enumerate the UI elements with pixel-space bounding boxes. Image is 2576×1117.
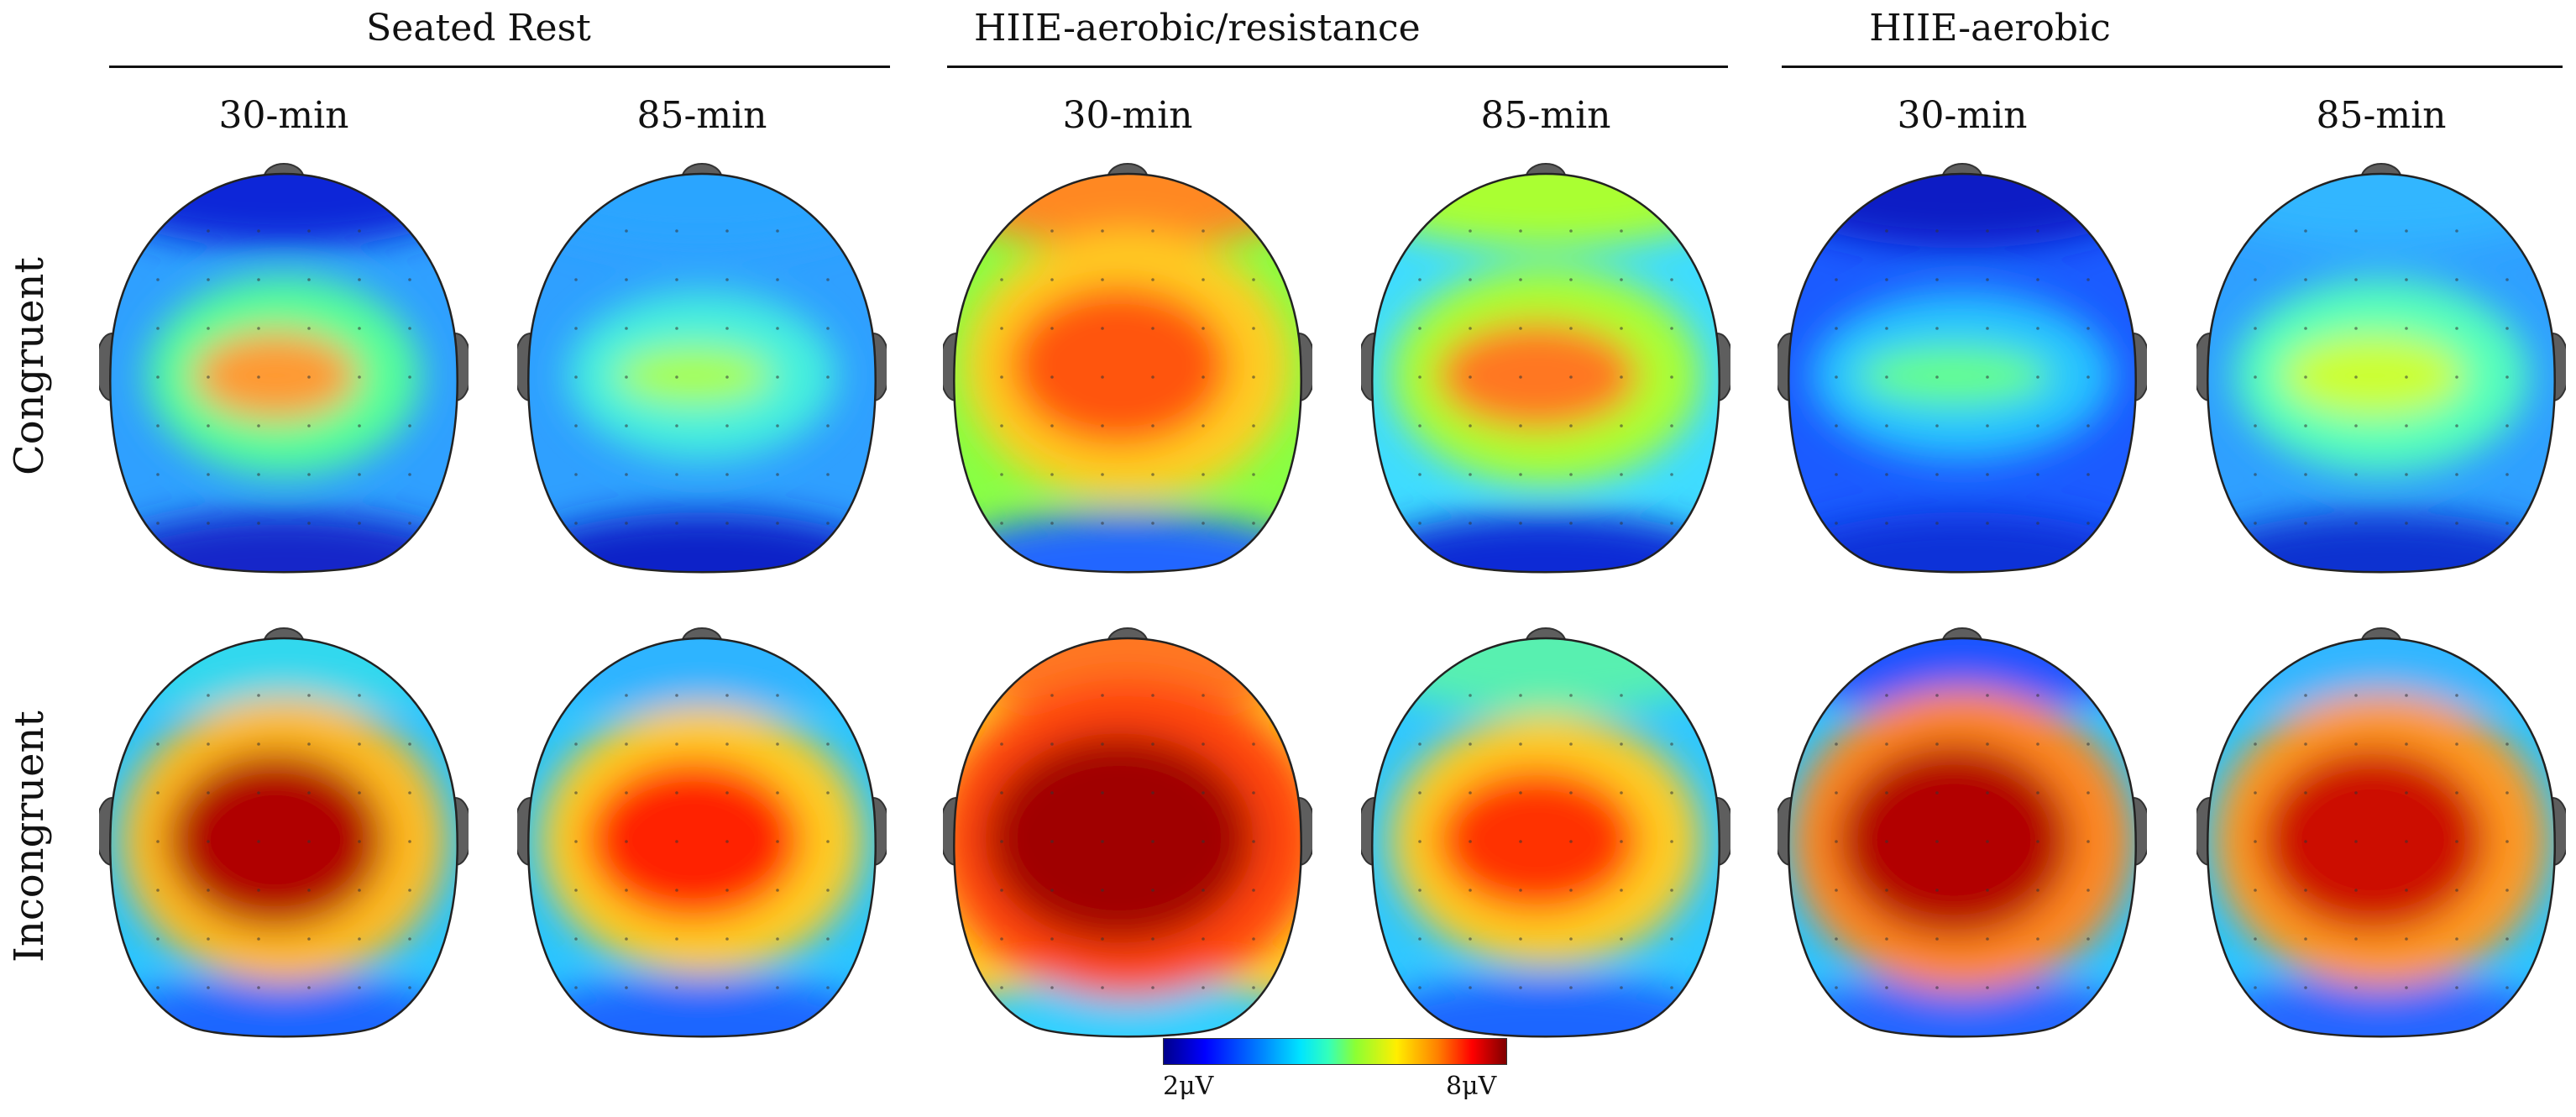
time-label-seated-rest-30: 30-min	[218, 94, 349, 137]
scalp-map-congruent-aerobic-85	[2192, 155, 2570, 584]
time-label-aerres-30: 30-min	[1062, 94, 1193, 137]
scalp-map-incongruent-aerobic-30	[1773, 620, 2151, 1048]
group-label-hiie-aerobic-resistance: HIIE-aerobic/resistance	[974, 7, 1421, 50]
scalp-map-congruent-aerobic-30	[1773, 155, 2151, 584]
time-label-aerres-85: 85-min	[1480, 94, 1611, 137]
time-label-aerobic-85: 85-min	[2316, 94, 2447, 137]
colorbar-max-label: 8μV	[1446, 1072, 1497, 1101]
scalp-map-incongruent-aerobic-85	[2192, 620, 2570, 1048]
scalp-map-incongruent-seated-rest-85	[513, 620, 891, 1048]
group-rule-hiie-aerobic-resistance	[947, 66, 1728, 68]
time-label-aerobic-30: 30-min	[1897, 94, 2028, 137]
scalp-map-congruent-aerres-85	[1357, 155, 1735, 584]
colorbar	[1163, 1038, 1507, 1065]
row-label-congruent: Congruent	[6, 257, 53, 475]
scalp-map-congruent-seated-rest-30	[95, 155, 473, 584]
scalp-map-incongruent-seated-rest-30	[95, 620, 473, 1048]
colorbar-min-label: 2μV	[1163, 1072, 1214, 1101]
scalp-map-incongruent-aerres-30	[939, 620, 1317, 1048]
scalp-map-congruent-aerres-30	[939, 155, 1317, 584]
time-label-seated-rest-85: 85-min	[636, 94, 767, 137]
group-label-hiie-aerobic: HIIE-aerobic	[1869, 7, 2111, 50]
scalp-map-incongruent-aerres-85	[1357, 620, 1735, 1048]
group-rule-hiie-aerobic	[1782, 66, 2563, 68]
row-label-incongruent: Incongruent	[6, 711, 53, 962]
scalp-map-congruent-seated-rest-85	[513, 155, 891, 584]
group-rule-seated-rest	[109, 66, 890, 68]
group-label-seated-rest: Seated Rest	[366, 7, 591, 50]
